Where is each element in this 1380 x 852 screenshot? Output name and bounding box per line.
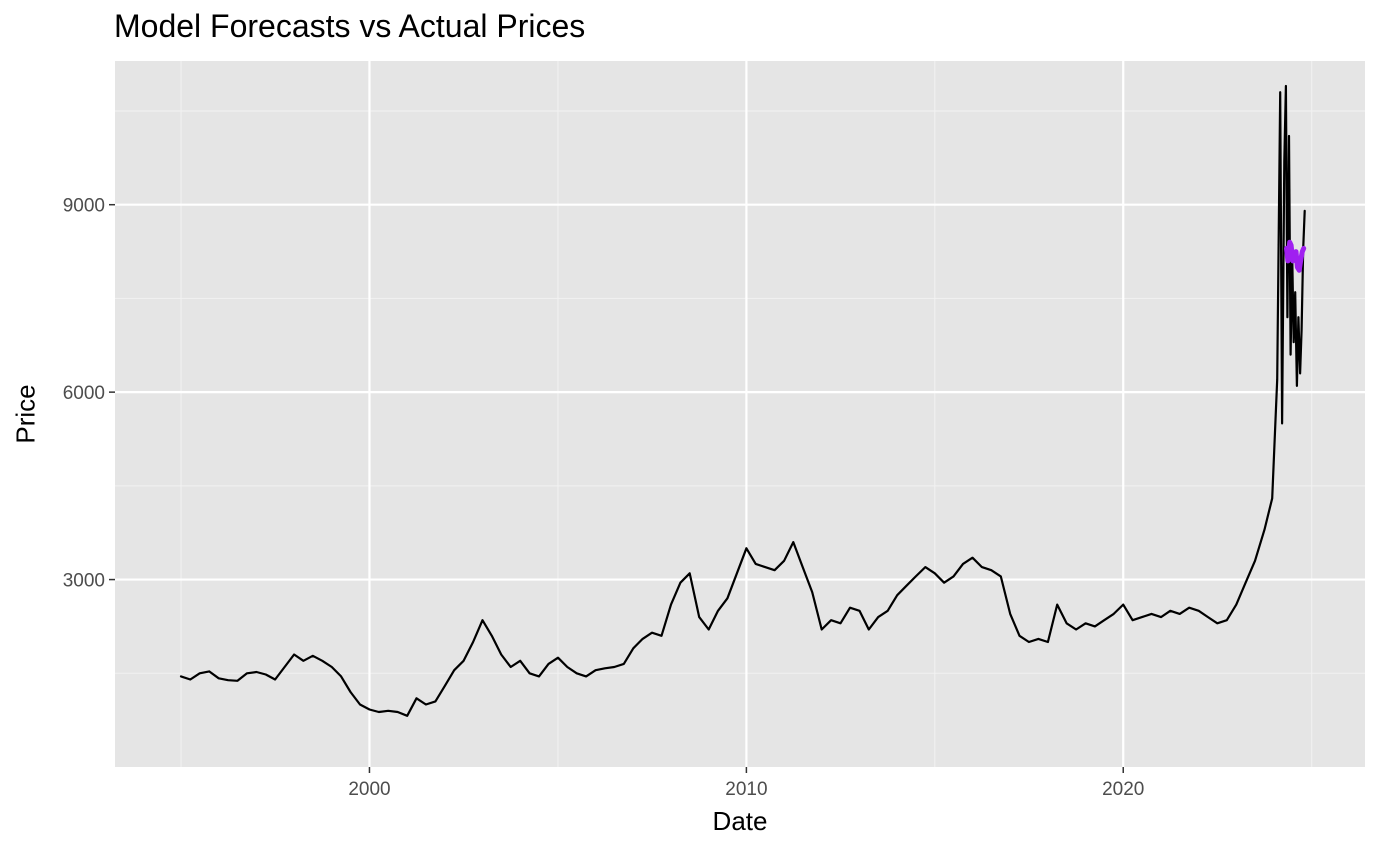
chart-title: Model Forecasts vs Actual Prices: [114, 8, 586, 44]
x-tick-label: 2010: [725, 779, 767, 800]
minor-gridlines: [115, 61, 1365, 767]
x-axis-label: Date: [712, 806, 768, 836]
y-tick-label: 3000: [63, 571, 105, 592]
series-layer: [179, 84, 1307, 717]
forecast-line: [1284, 239, 1307, 273]
x-tick-label: 2020: [1102, 779, 1144, 800]
plot-panel: [115, 61, 1365, 767]
y-tick-label: 9000: [63, 196, 105, 217]
y-tick-label: 6000: [63, 383, 105, 404]
actual-price-line: [179, 84, 1306, 717]
x-tick-label: 2000: [348, 779, 390, 800]
axes-layer: 3000 6000 9000 2000 2010 2020: [63, 196, 1145, 800]
major-gridlines: [115, 61, 1365, 767]
